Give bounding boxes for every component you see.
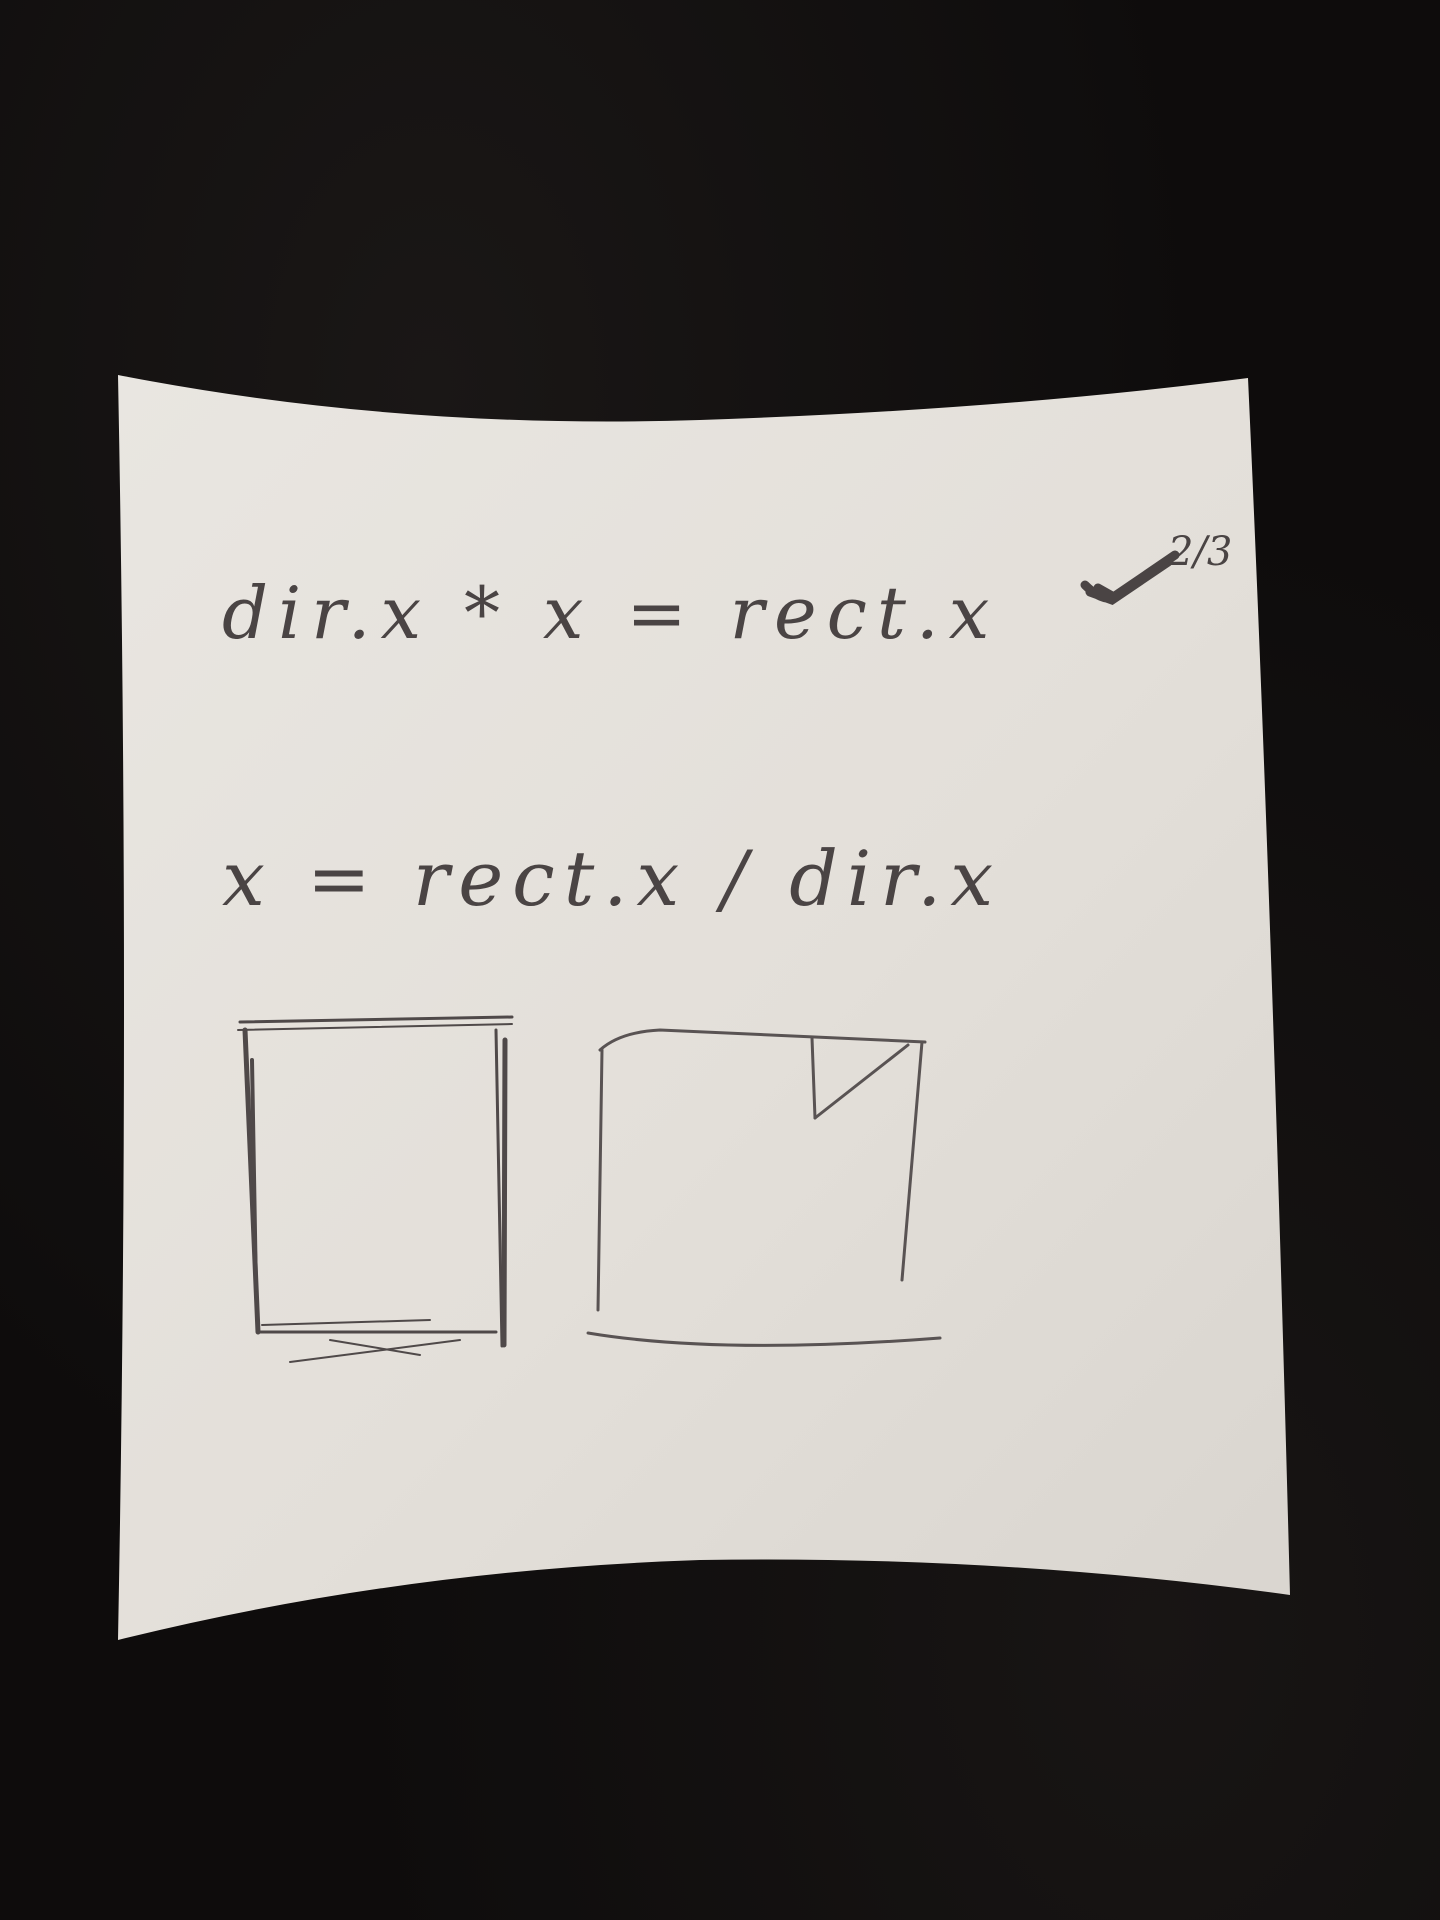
checkmark-scribble	[1080, 550, 1180, 606]
sketch-rectangle-right	[586, 1028, 942, 1347]
sketch-rectangle-left	[237, 1015, 514, 1363]
handwritten-line-1: dir.x * x = rect.x	[222, 571, 999, 655]
handwritten-annotation: 2/3	[1167, 529, 1232, 575]
handwritten-line-2: x = rect.x / dir.x	[222, 834, 1002, 923]
sticky-note-paper	[118, 375, 1290, 1640]
